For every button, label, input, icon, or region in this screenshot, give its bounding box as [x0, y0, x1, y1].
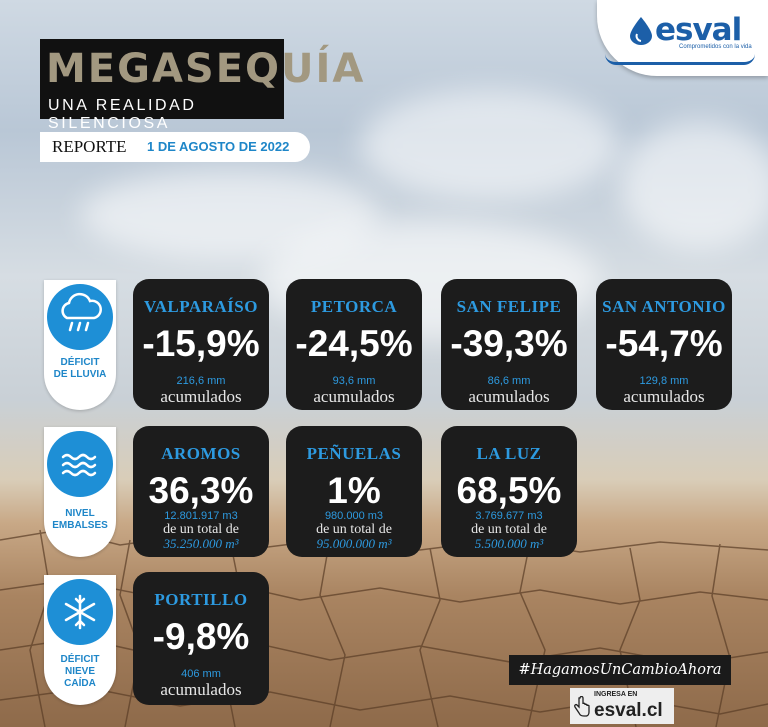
card-title: PETORCA	[310, 297, 398, 316]
cta-small-label: INGRESA EN	[594, 691, 638, 698]
report-banner: REPORTE 1 DE AGOSTO DE 2022	[40, 132, 310, 162]
card-unit: acumulados	[623, 387, 705, 406]
card-amount: 86,6 mm	[487, 375, 531, 387]
card-amount: 129,8 mm	[639, 375, 689, 387]
pointer-hand-icon	[574, 696, 590, 717]
snowflake-icon	[47, 579, 113, 645]
category-reservoir-level: NIVEL EMBALSES	[44, 427, 116, 557]
water-drop-icon	[630, 17, 652, 45]
cta-url: esval.cl	[594, 700, 663, 721]
cloud	[360, 90, 620, 200]
reservoir-card-aromos: AROMOS 36,3% 12.801.917 m3 de un total d…	[133, 426, 269, 557]
card-amount: 216,6 mm	[176, 375, 226, 387]
card-value: 36,3%	[148, 470, 254, 511]
cloud	[620, 120, 768, 250]
reservoir-card-penuelas: PEÑUELAS 1% 980.000 m3 de un total de 95…	[286, 426, 422, 557]
rainfall-card-valparaiso: VALPARAÍSO -15,9% 216,6 mm acumulados	[133, 279, 269, 410]
water-waves-icon	[47, 431, 113, 497]
card-value: -9,8%	[152, 616, 250, 657]
rainfall-card-san-felipe: SAN FELIPE -39,3% 86,6 mm acumulados	[441, 279, 577, 410]
card-unit: acumulados	[468, 387, 550, 406]
report-date: 1 DE AGOSTO DE 2022	[147, 139, 290, 154]
category-snowfall-deficit: DÉFICIT NIEVE CAÍDA	[44, 575, 116, 705]
category-label: DÉFICIT DE LLUVIA	[53, 357, 107, 380]
rain-cloud-icon	[47, 284, 113, 350]
card-title: PORTILLO	[154, 590, 248, 609]
card-amount: 406 mm	[181, 668, 221, 680]
snow-card-portillo: PORTILLO -9,8% 406 mm acumulados	[133, 572, 269, 705]
card-of-total: de un total de	[471, 522, 547, 537]
card-amount: 3.769.677 m3	[475, 510, 543, 522]
esval-logo: esval Comprometidos con la vida	[597, 0, 768, 76]
card-total: 35.250.000 m³	[163, 536, 239, 551]
card-unit: acumulados	[313, 387, 395, 406]
card-value: -39,3%	[450, 323, 568, 364]
card-title: SAN FELIPE	[456, 297, 562, 316]
brand-name: esval	[655, 12, 742, 48]
card-title: SAN ANTONIO	[602, 297, 726, 316]
card-value: 68,5%	[456, 470, 562, 511]
website-link[interactable]: INGRESA EN esval.cl	[570, 688, 674, 724]
rainfall-card-petorca: PETORCA -24,5% 93,6 mm acumulados	[286, 279, 422, 410]
card-value: -15,9%	[142, 323, 260, 364]
brand-tagline: Comprometidos con la vida	[679, 44, 752, 50]
report-label: REPORTE	[52, 137, 127, 156]
card-title: VALPARAÍSO	[144, 297, 258, 316]
card-total: 5.500.000 m³	[474, 536, 544, 551]
category-label: DÉFICIT NIEVE CAÍDA	[60, 654, 100, 689]
card-value: -54,7%	[605, 323, 723, 364]
page-title: MEGASEQUÍA	[46, 46, 366, 92]
page-subtitle: UNA REALIDAD SILENCIOSA	[48, 97, 197, 132]
reservoir-card-la-luz: LA LUZ 68,5% 3.769.677 m3 de un total de…	[441, 426, 577, 557]
brand-swoosh	[605, 54, 755, 65]
megasequia-title-block: MEGASEQUÍA UNA REALIDAD SILENCIOSA	[40, 39, 363, 132]
hashtag-banner: #HagamosUnCambioAhora	[509, 655, 731, 685]
card-of-total: de un total de	[316, 522, 392, 537]
card-value: 1%	[327, 470, 381, 511]
card-title: LA LUZ	[476, 444, 542, 463]
rainfall-card-san-antonio: SAN ANTONIO -54,7% 129,8 mm acumulados	[596, 279, 732, 410]
card-total: 95.000.000 m³	[316, 536, 392, 551]
card-title: PEÑUELAS	[306, 444, 402, 463]
card-unit: acumulados	[160, 680, 242, 699]
card-amount: 12.801.917 m3	[164, 510, 238, 522]
card-amount: 980.000 m3	[324, 510, 384, 522]
card-amount: 93,6 mm	[332, 375, 376, 387]
category-label: NIVEL EMBALSES	[52, 508, 108, 531]
card-value: -24,5%	[295, 323, 413, 364]
category-rainfall-deficit: DÉFICIT DE LLUVIA	[44, 280, 116, 410]
card-of-total: de un total de	[163, 522, 239, 537]
card-unit: acumulados	[160, 387, 242, 406]
card-title: AROMOS	[161, 444, 241, 463]
